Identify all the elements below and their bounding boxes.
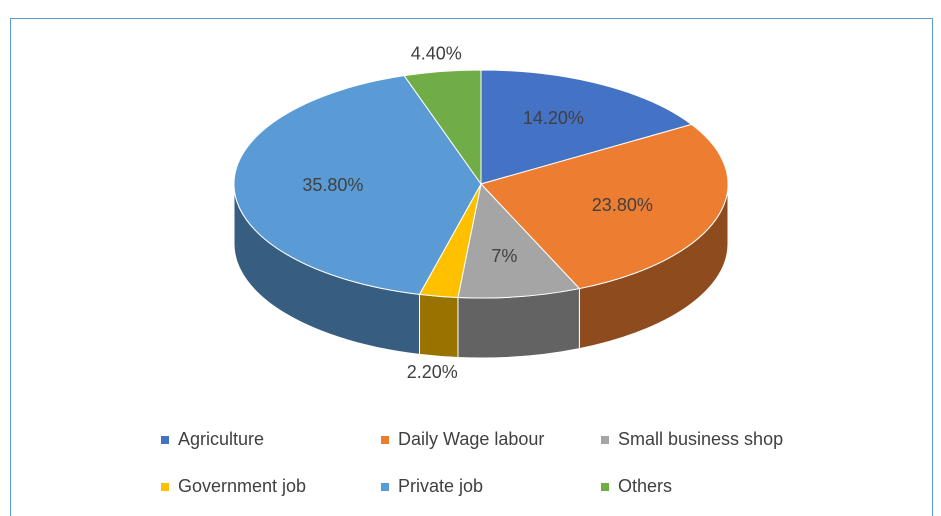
legend-marker <box>381 483 389 491</box>
legend-label: Daily Wage labour <box>398 429 544 449</box>
legend-label: Government job <box>178 476 306 496</box>
legend-label: Small business shop <box>618 429 783 449</box>
data-label: 23.80% <box>592 195 653 215</box>
pie-slice <box>457 182 581 299</box>
legend-marker <box>161 483 169 491</box>
legend-label: Others <box>618 476 672 496</box>
legend-marker <box>601 436 609 444</box>
legend-label: Agriculture <box>178 429 264 449</box>
data-label: 7% <box>491 246 517 266</box>
data-label: 4.40% <box>411 43 462 63</box>
pie-slice <box>480 123 729 290</box>
pie-slice <box>403 69 482 186</box>
legend-marker <box>381 436 389 444</box>
pie-slice <box>233 75 482 295</box>
legend-marker <box>161 436 169 444</box>
legend-marker <box>601 483 609 491</box>
legend-label: Private job <box>398 476 483 496</box>
data-label: 35.80% <box>302 175 363 195</box>
pie-slice <box>480 69 693 185</box>
data-label: 2.20% <box>407 362 458 382</box>
pie-side <box>457 287 580 359</box>
pie-side <box>419 293 459 359</box>
data-label: 14.20% <box>523 108 584 128</box>
